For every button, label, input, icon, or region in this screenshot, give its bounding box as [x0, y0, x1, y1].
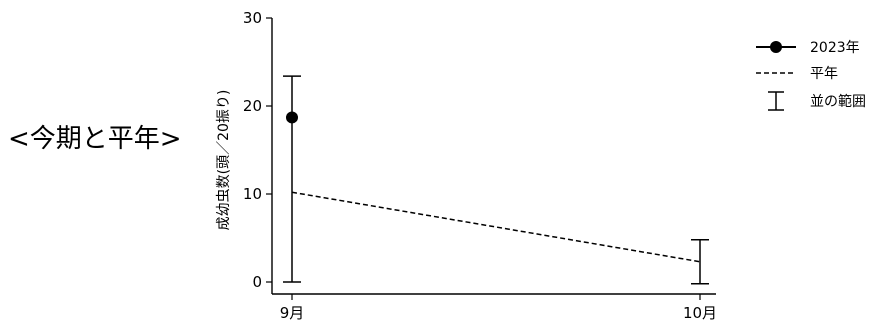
page-label: <今期と平年>	[8, 124, 182, 154]
data-point-2023	[286, 111, 298, 124]
legend-marker-2023	[770, 41, 782, 53]
y-axis-label: 成幼虫数(頭／20振り)	[216, 90, 232, 231]
y-tick-label: 0	[252, 273, 262, 291]
legend-label-heinen: 平年	[810, 66, 838, 82]
legend-label-2023: 2023年	[810, 40, 860, 56]
legend-label-range: 並の範囲	[810, 93, 866, 110]
y-tick-label: 10	[243, 185, 262, 203]
series-line-heinen	[291, 191, 701, 263]
y-tick-label: 30	[243, 9, 262, 27]
x-tick-label: 10月	[683, 304, 717, 322]
x-tick-label: 9月	[280, 304, 305, 322]
y-tick-label: 20	[243, 97, 262, 115]
